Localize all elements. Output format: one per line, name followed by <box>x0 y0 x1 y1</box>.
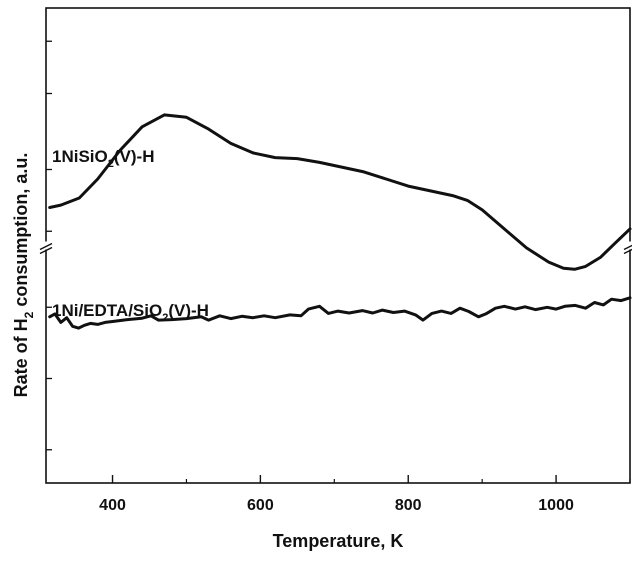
y-axis-title: Rate of H2 consumption, a.u. <box>11 153 36 398</box>
series-line-2 <box>48 296 632 330</box>
axis-break-mark <box>39 242 53 251</box>
axis-break-mark <box>623 244 632 251</box>
series-line-1 <box>48 113 632 271</box>
series-labels: 1NiSiO2(V)-H 1Ni/EDTA/SiO2(V)-H <box>52 147 209 324</box>
series-label-1: 1NiSiO2(V)-H <box>52 147 154 170</box>
x-tick-label: 800 <box>395 497 422 514</box>
x-tick-label: 600 <box>247 497 274 514</box>
plot-frame <box>45 7 631 484</box>
axis-breaks <box>39 241 632 255</box>
x-tick-label: 1000 <box>538 497 574 514</box>
x-ticks: 400 600 800 1000 <box>99 475 631 514</box>
series-curves <box>48 113 632 330</box>
x-axis-title: Temperature, K <box>273 531 404 551</box>
y-ticks <box>46 40 52 451</box>
series-label-2: 1Ni/EDTA/SiO2(V)-H <box>52 301 209 324</box>
axis-break-mark <box>39 246 53 255</box>
axis-break-gap <box>624 241 632 250</box>
axis-break-gap <box>40 241 52 250</box>
x-tick-label: 400 <box>99 497 126 514</box>
axis-break-mark <box>623 248 632 255</box>
